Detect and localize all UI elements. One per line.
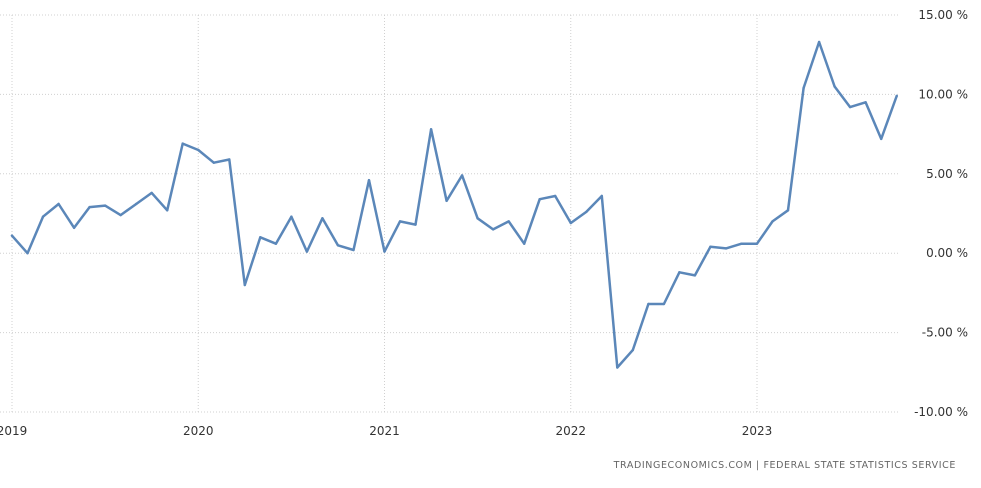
data-point — [166, 209, 169, 212]
data-point — [228, 158, 231, 161]
data-point — [507, 220, 510, 223]
data-point — [259, 236, 262, 239]
data-point — [150, 191, 153, 195]
data-point — [600, 194, 603, 198]
data-point — [662, 302, 666, 306]
data-point — [336, 244, 340, 247]
data-point — [119, 213, 122, 217]
data-point — [864, 101, 867, 104]
y-tick-label: -5.00 % — [922, 326, 968, 340]
y-tick-label: 15.00 % — [918, 8, 968, 22]
data-point — [538, 198, 541, 201]
y-tick-label: 5.00 % — [926, 167, 968, 181]
data-point — [476, 217, 479, 220]
data-point — [585, 210, 588, 214]
data-point — [631, 348, 634, 352]
data-point — [740, 242, 743, 245]
data-point — [445, 199, 448, 202]
data-point — [771, 220, 774, 223]
data-point — [724, 247, 728, 250]
horizontal-gridlines — [0, 14, 900, 413]
data-point — [41, 215, 45, 218]
data-point — [305, 250, 309, 253]
x-tick-label: 2022 — [555, 424, 586, 438]
data-point — [383, 250, 386, 253]
y-axis-tick-labels: 15.00 % 10.00 % 5.00 % 0.00 % -5.00 % -10.00 … — [914, 8, 968, 419]
data-point — [103, 204, 107, 207]
data-point — [414, 223, 417, 226]
data-point — [429, 128, 433, 131]
data-point — [274, 242, 278, 245]
data-point — [10, 234, 14, 237]
x-tick-label: 2021 — [369, 424, 400, 438]
data-point — [895, 94, 898, 98]
data-point — [352, 248, 355, 252]
data-point — [709, 245, 712, 248]
data-point — [197, 148, 200, 152]
x-tick-label: 2019 — [0, 424, 27, 438]
x-axis-tick-labels: 2019 2020 2021 2022 2023 — [0, 424, 772, 438]
series-line — [10, 40, 898, 369]
data-point — [72, 226, 76, 229]
data-point — [880, 137, 883, 141]
data-point — [460, 174, 464, 177]
data-point — [290, 215, 293, 218]
data-point — [26, 252, 29, 255]
y-tick-label: 10.00 % — [918, 87, 968, 101]
data-point — [616, 366, 619, 369]
y-tick-label: 0.00 % — [926, 246, 968, 260]
data-point — [88, 205, 91, 209]
data-point — [678, 271, 681, 274]
data-point — [693, 274, 697, 277]
x-tick-label: 2023 — [742, 424, 773, 438]
data-point — [569, 221, 572, 225]
data-point — [647, 302, 650, 306]
data-point — [321, 217, 324, 220]
data-point — [755, 242, 759, 245]
data-point — [135, 202, 138, 206]
data-point — [554, 194, 557, 198]
data-point — [212, 161, 215, 164]
source-attribution: TRADINGECONOMICS.COM | FEDERAL STATE STA… — [613, 460, 956, 471]
data-point — [57, 202, 60, 206]
data-point — [848, 105, 852, 109]
data-point — [817, 40, 821, 44]
data-point — [398, 220, 402, 223]
y-tick-label: -10.00 % — [914, 405, 968, 419]
data-point — [523, 242, 526, 245]
data-point — [786, 209, 790, 212]
data-point — [802, 86, 805, 90]
data-point — [491, 228, 495, 231]
data-point — [367, 179, 371, 182]
x-tick-label: 2020 — [183, 424, 214, 438]
data-point — [181, 142, 184, 145]
vertical-gridlines — [11, 15, 758, 412]
series-layer — [10, 40, 898, 369]
data-point — [833, 85, 836, 88]
data-point — [243, 283, 246, 287]
